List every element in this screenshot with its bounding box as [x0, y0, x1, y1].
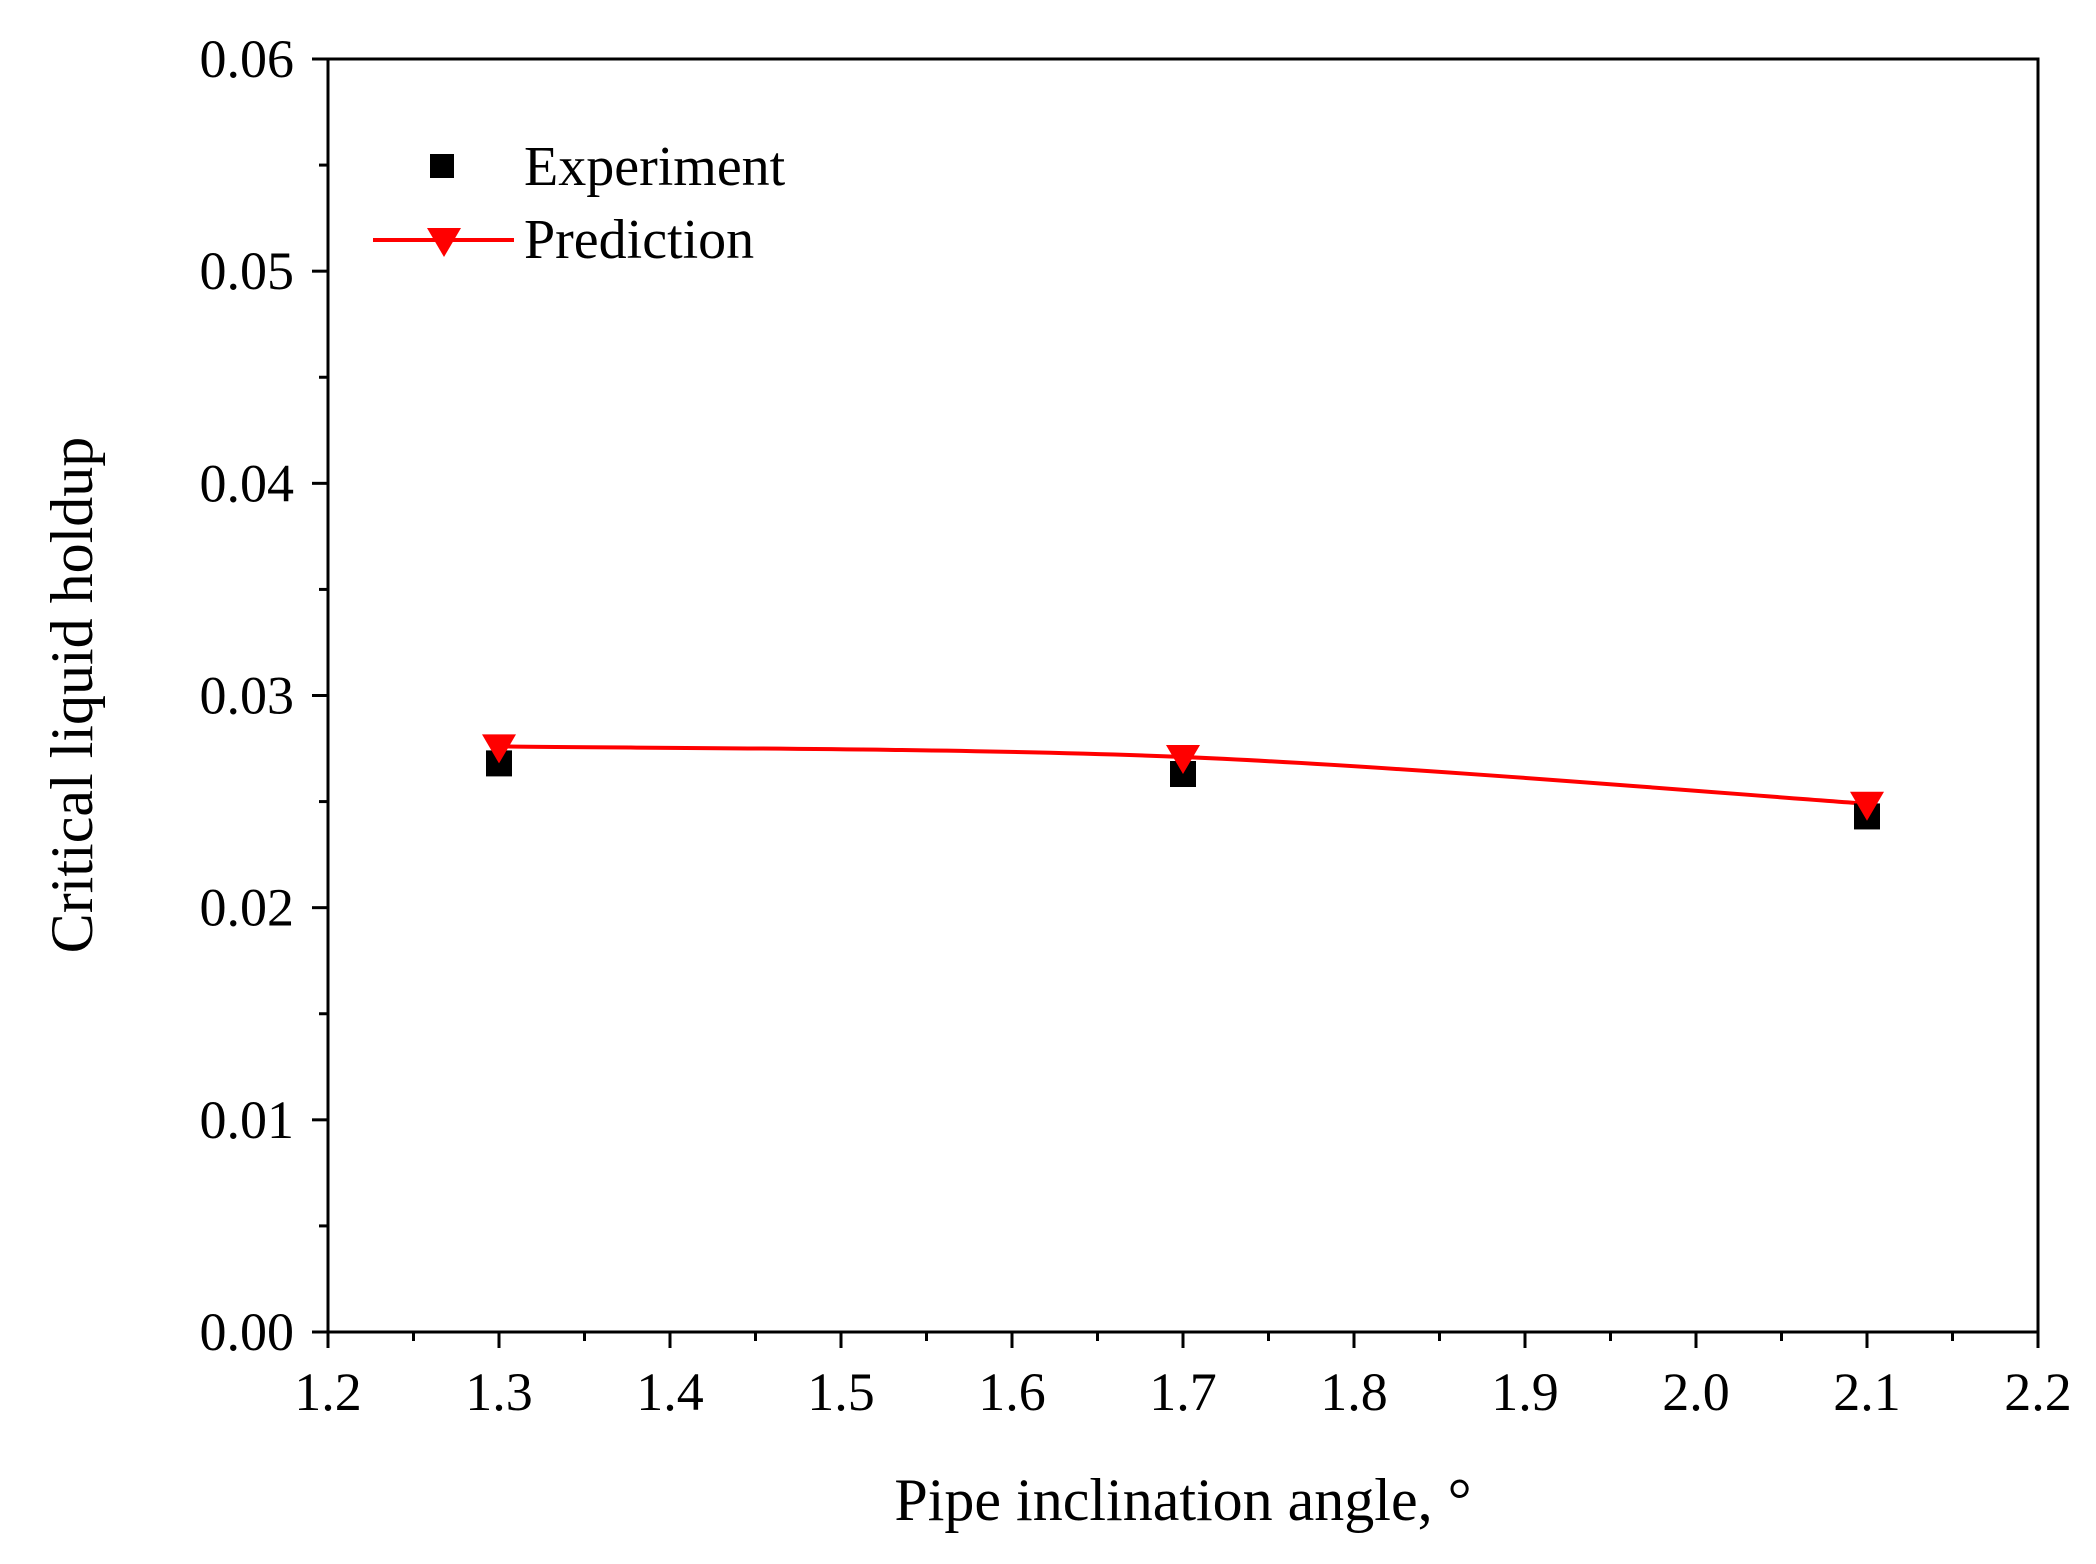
- x-tick-label: 1.8: [1320, 1362, 1388, 1422]
- legend-prediction-marker: [427, 228, 461, 257]
- y-tick-label: 0.03: [200, 666, 295, 726]
- legend: Experiment Prediction: [373, 136, 786, 271]
- legend-prediction-label: Prediction: [524, 209, 754, 271]
- prediction-point: [1850, 791, 1884, 821]
- x-tick-label: 1.7: [1149, 1362, 1217, 1422]
- legend-experiment-marker: [430, 154, 454, 178]
- x-tick-label: 1.4: [636, 1362, 704, 1422]
- x-tick-label: 1.9: [1491, 1362, 1559, 1422]
- y-tick-label: 0.04: [200, 453, 295, 513]
- x-tick-label: 2.2: [2004, 1362, 2072, 1422]
- x-tick-label: 1.5: [807, 1362, 875, 1422]
- prediction-point: [1166, 745, 1200, 775]
- y-tick-label: 0.00: [200, 1302, 295, 1362]
- x-tick-label: 2.0: [1662, 1362, 1730, 1422]
- y-tick-label: 0.01: [200, 1090, 295, 1150]
- x-tick-label: 1.3: [465, 1362, 533, 1422]
- series-points: [482, 734, 1884, 830]
- x-tick-label: 1.6: [978, 1362, 1046, 1422]
- prediction-point: [482, 734, 516, 764]
- y-tick-label: 0.05: [200, 241, 295, 301]
- x-axis-ticks: 1.2 1.3 1.4 1.5 1.6 1.7 1.8 1.9 2.0 2.1 2.2: [294, 1332, 2072, 1422]
- y-axis-ticks: 0.00 0.01 0.02 0.03 0.04 0.05 0.06: [200, 29, 328, 1362]
- x-tick-label: 2.1: [1833, 1362, 1901, 1422]
- y-tick-label: 0.06: [200, 29, 295, 89]
- y-tick-label: 0.02: [200, 878, 295, 938]
- legend-experiment-label: Experiment: [524, 136, 786, 198]
- x-tick-label: 1.2: [294, 1362, 362, 1422]
- y-axis-title: Critical liquid holdup: [39, 437, 105, 954]
- x-axis-title: Pipe inclination angle, °: [894, 1467, 1471, 1533]
